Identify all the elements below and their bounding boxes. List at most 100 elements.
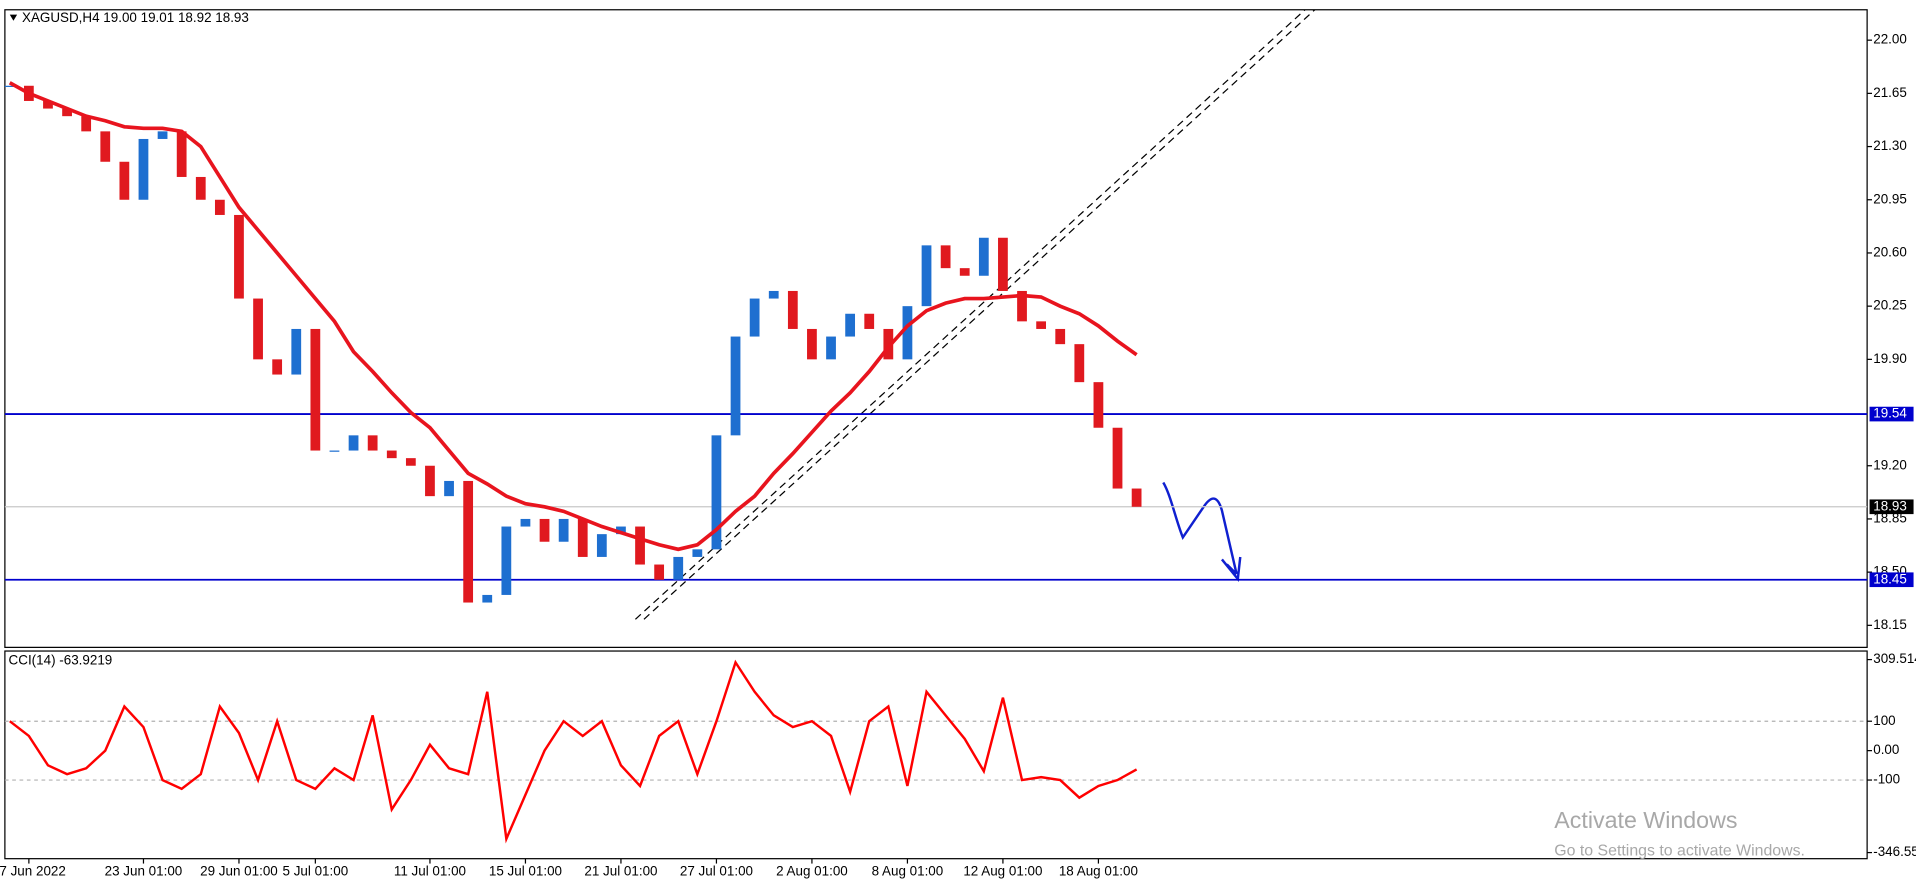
candle bbox=[959, 268, 970, 276]
candle bbox=[558, 518, 569, 542]
x-tick-label: 29 Jun 01:00 bbox=[200, 864, 278, 879]
candle bbox=[214, 199, 225, 215]
level-label: 18.45 bbox=[1873, 571, 1907, 586]
candle bbox=[81, 116, 92, 132]
candle bbox=[1036, 321, 1047, 329]
x-tick-label: 11 Jul 01:00 bbox=[394, 864, 466, 879]
moving-average bbox=[8, 81, 1138, 552]
candle bbox=[864, 313, 875, 329]
candle bbox=[195, 176, 206, 200]
candle bbox=[845, 313, 856, 337]
candle bbox=[272, 359, 283, 375]
current-price-label: 18.93 bbox=[1873, 498, 1907, 513]
candle bbox=[1017, 290, 1027, 322]
candle bbox=[176, 131, 187, 177]
candle bbox=[577, 518, 588, 557]
candle bbox=[692, 549, 703, 557]
y-tick-label: 100 bbox=[1873, 713, 1895, 728]
y-tick-label: 18.85 bbox=[1873, 510, 1907, 525]
cci-label: CCI(14) -63.9219 bbox=[9, 652, 113, 667]
symbol-header: XAGUSD,H4 19.00 19.01 18.92 18.93 bbox=[22, 10, 249, 25]
candle bbox=[482, 594, 493, 603]
y-tick-label: -100 bbox=[1873, 772, 1900, 787]
candle bbox=[138, 138, 149, 200]
candle bbox=[520, 518, 531, 527]
y-tick-label: 20.60 bbox=[1873, 245, 1907, 260]
main-pane bbox=[4, 9, 1868, 648]
candle bbox=[1112, 427, 1123, 489]
x-tick-label: 23 Jun 01:00 bbox=[105, 864, 183, 879]
x-tick-label: 12 Aug 01:00 bbox=[963, 864, 1042, 879]
candle bbox=[539, 518, 550, 542]
candle bbox=[883, 328, 894, 360]
y-tick-label: 21.30 bbox=[1873, 138, 1907, 153]
y-tick-label: 309.514 bbox=[1873, 651, 1916, 666]
candle bbox=[253, 298, 263, 360]
candle bbox=[386, 450, 397, 459]
candle bbox=[673, 556, 684, 580]
cci-pane bbox=[4, 650, 1868, 860]
collapse-icon[interactable] bbox=[9, 14, 18, 21]
candle bbox=[501, 526, 512, 595]
candle bbox=[787, 290, 798, 329]
candle bbox=[998, 237, 1008, 291]
x-tick-label: 15 Jul 01:00 bbox=[489, 864, 562, 879]
x-tick-label: 5 Jul 01:00 bbox=[283, 864, 349, 879]
candle bbox=[348, 435, 359, 451]
x-tick-label: 21 Jul 01:00 bbox=[584, 864, 657, 879]
cci-line bbox=[9, 659, 1138, 844]
candle bbox=[807, 328, 817, 360]
candle bbox=[826, 336, 836, 360]
candle bbox=[711, 435, 722, 550]
candle bbox=[1074, 344, 1085, 383]
y-tick-label: 0.00 bbox=[1873, 742, 1899, 757]
x-tick-label: 8 Aug 01:00 bbox=[872, 864, 944, 879]
candle bbox=[100, 131, 111, 162]
candle bbox=[940, 245, 951, 269]
candle bbox=[291, 328, 302, 375]
candle bbox=[596, 534, 607, 557]
candle bbox=[157, 131, 168, 139]
candle bbox=[367, 435, 378, 451]
candle bbox=[730, 336, 741, 436]
channel-line bbox=[643, 9, 1316, 620]
current-price-box bbox=[1869, 499, 1914, 515]
y-tick-label: -346.55 bbox=[1873, 844, 1916, 859]
candle bbox=[978, 237, 989, 276]
candle bbox=[635, 526, 645, 565]
candle bbox=[405, 458, 416, 466]
x-tick-label: 18 Aug 01:00 bbox=[1059, 864, 1138, 879]
watermark-subtitle: Go to Settings to activate Windows. bbox=[1554, 843, 1805, 860]
y-tick-label: 19.20 bbox=[1873, 457, 1907, 472]
watermark-title: Activate Windows bbox=[1554, 807, 1737, 833]
candle bbox=[444, 480, 454, 497]
candle bbox=[616, 526, 626, 535]
candle bbox=[310, 328, 321, 451]
x-tick-label: 2 Aug 01:00 bbox=[776, 864, 848, 879]
candle bbox=[902, 306, 913, 360]
y-tick-label: 20.25 bbox=[1873, 298, 1907, 313]
y-tick-label: 22.00 bbox=[1873, 32, 1907, 47]
candle bbox=[234, 214, 244, 299]
candle bbox=[43, 100, 53, 109]
candle bbox=[1131, 488, 1142, 507]
candle bbox=[119, 161, 130, 200]
candle bbox=[463, 480, 474, 603]
candle bbox=[1093, 382, 1104, 428]
y-tick-label: 21.65 bbox=[1873, 85, 1907, 100]
level-label: 19.54 bbox=[1873, 406, 1907, 421]
level-box bbox=[1869, 572, 1914, 588]
y-tick-label: 19.90 bbox=[1873, 351, 1907, 366]
channel-line bbox=[634, 9, 1306, 620]
candle bbox=[329, 450, 340, 452]
candle bbox=[654, 564, 665, 580]
candle bbox=[425, 465, 435, 497]
x-tick-label: 27 Jul 01:00 bbox=[680, 864, 753, 879]
level-box bbox=[1869, 406, 1914, 422]
x-tick-label: 17 Jun 2022 bbox=[0, 864, 66, 879]
candle bbox=[768, 290, 779, 299]
candle bbox=[1055, 328, 1066, 345]
candle bbox=[4, 85, 15, 87]
y-tick-label: 18.15 bbox=[1873, 617, 1907, 632]
